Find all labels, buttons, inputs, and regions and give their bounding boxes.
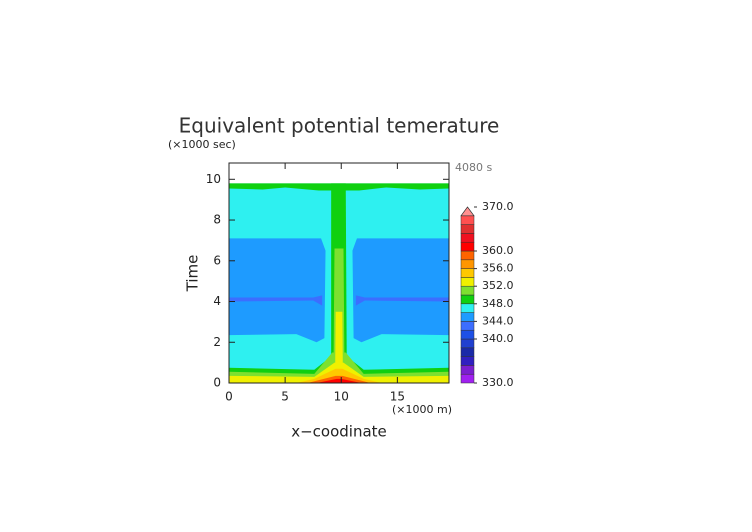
colorbar-band [460, 303, 475, 313]
colorbar-tick-label: 370.0 [482, 200, 514, 213]
colorbar-over [460, 206, 475, 217]
y-tick-label: 6 [213, 253, 221, 267]
y-tick-label: 10 [206, 172, 221, 186]
colorbar-band [460, 215, 475, 225]
colorbar-band [460, 338, 475, 349]
colorbar-band [460, 250, 475, 261]
contour-region [355, 295, 449, 306]
colorbar-tick-label: 348.0 [482, 297, 514, 310]
colorbar-band [460, 373, 475, 384]
colorbar-tick-label: 356.0 [482, 262, 514, 275]
contour-region [229, 238, 326, 343]
y-tick-label: 0 [213, 376, 221, 390]
x-axis-label: x−coodinate [291, 423, 387, 441]
colorbar-tick-label: 360.0 [482, 244, 514, 257]
x-tick-label: 5 [281, 390, 289, 404]
colorbar-band [460, 285, 475, 296]
colorbar-band [460, 233, 475, 243]
colorbar-band [460, 259, 475, 269]
colorbar-band [460, 365, 475, 375]
colorbar-band [460, 356, 475, 366]
contour-region [229, 295, 323, 306]
colorbar-tick-label: 330.0 [482, 376, 514, 389]
contour-region [352, 238, 449, 343]
colorbar-band [460, 241, 475, 252]
x-tick-label: 10 [334, 390, 349, 404]
plot-frame [228, 162, 450, 384]
contour-region [335, 311, 343, 383]
chart-title: Equivalent potential temerature [179, 114, 500, 138]
x-tick-label: 15 [390, 390, 405, 404]
colorbar-tick-label: 344.0 [482, 314, 514, 327]
contour-region [229, 183, 449, 191]
y-unit: (×1000 sec) [168, 138, 236, 151]
annotation: 4080 s [455, 161, 492, 174]
colorbar-band [460, 294, 475, 305]
y-tick-label: 4 [213, 294, 221, 308]
colorbar-band [460, 312, 475, 322]
colorbar-band [460, 268, 475, 278]
contour-region [316, 378, 362, 383]
x-unit: (×1000 m) [392, 403, 452, 416]
y-tick-label: 2 [213, 335, 221, 349]
colorbar-band [460, 329, 475, 340]
contour-field [229, 183, 449, 383]
colorbar-tick-label: 340.0 [482, 332, 514, 345]
colorbar-band [460, 347, 475, 357]
colorbar-band [460, 321, 475, 331]
colorbar-band [460, 277, 475, 287]
y-axis-label: Time [184, 255, 202, 293]
y-tick-label: 8 [213, 213, 221, 227]
colorbar-band [460, 224, 475, 234]
axes: 0 5 10 15 0 2 4 6 8 10 330.0 340.0 344.0 348.0 352.0 35… [206, 162, 514, 404]
x-tick-label: 0 [225, 390, 233, 404]
colorbar-tick-label: 352.0 [482, 279, 514, 292]
